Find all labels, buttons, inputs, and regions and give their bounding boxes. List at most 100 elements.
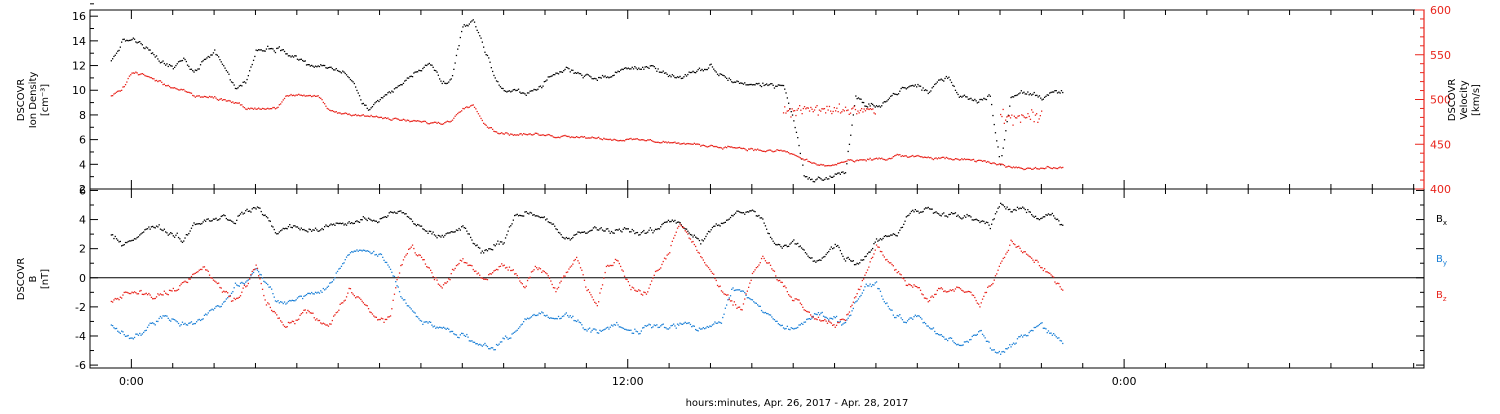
b-field-axis-label: DSCOVRB[nT] <box>16 258 51 301</box>
data-point <box>311 95 313 98</box>
data-point <box>1027 167 1029 169</box>
data-point <box>954 288 957 290</box>
data-point <box>791 240 794 243</box>
data-point <box>161 294 163 296</box>
data-point <box>426 266 428 268</box>
data-point <box>395 117 397 119</box>
data-point <box>763 312 765 314</box>
data-point <box>433 325 436 327</box>
data-point <box>511 133 513 135</box>
data-point <box>808 256 810 259</box>
data-point <box>409 247 411 250</box>
data-point <box>674 325 676 327</box>
data-point <box>764 260 767 262</box>
data-point <box>866 106 869 108</box>
data-point <box>834 243 836 246</box>
data-point <box>608 138 610 141</box>
data-point <box>863 289 865 291</box>
data-point <box>647 324 649 327</box>
y-tick-label: -2 <box>75 301 86 314</box>
data-point <box>128 292 131 295</box>
data-point <box>264 299 266 301</box>
data-point <box>307 309 309 312</box>
data-point <box>625 139 627 141</box>
data-point <box>883 101 885 103</box>
data-point <box>155 320 158 322</box>
data-point <box>899 314 901 316</box>
data-point <box>362 302 364 304</box>
data-point <box>799 105 801 107</box>
data-point <box>267 107 269 109</box>
data-point <box>704 145 706 147</box>
data-point <box>1034 326 1037 329</box>
data-point <box>552 287 555 289</box>
data-point <box>586 289 588 292</box>
data-point <box>603 230 605 232</box>
data-point <box>343 112 345 115</box>
data-point <box>773 319 776 321</box>
data-point <box>525 211 527 213</box>
data-point <box>480 344 482 346</box>
data-point <box>780 281 782 283</box>
data-point <box>772 240 774 242</box>
data-point <box>233 84 235 86</box>
data-point <box>689 143 692 145</box>
data-point <box>529 133 531 135</box>
data-point <box>881 251 883 253</box>
data-point <box>904 321 906 323</box>
data-point <box>742 290 745 292</box>
data-point <box>886 235 888 238</box>
data-point <box>329 282 331 284</box>
data-point <box>148 324 150 326</box>
data-point <box>347 222 349 224</box>
data-point <box>343 71 345 73</box>
data-point <box>314 95 317 97</box>
data-point <box>791 108 793 110</box>
data-point <box>493 74 495 77</box>
data-point <box>124 84 127 86</box>
data-point <box>675 231 677 233</box>
data-point <box>579 232 582 234</box>
data-point <box>618 71 620 73</box>
data-point <box>718 286 720 288</box>
data-point <box>256 49 259 52</box>
data-point <box>715 279 717 282</box>
data-point <box>622 327 624 329</box>
data-point <box>577 71 579 74</box>
data-point <box>1024 168 1026 170</box>
data-point <box>520 282 522 284</box>
data-point <box>803 249 805 251</box>
data-point <box>719 285 721 287</box>
data-point <box>676 142 679 144</box>
data-point <box>1016 206 1019 208</box>
data-point <box>378 253 380 256</box>
data-point <box>643 68 645 70</box>
data-point <box>196 321 198 323</box>
data-point <box>878 239 880 241</box>
data-point <box>599 138 601 140</box>
data-point <box>122 294 124 296</box>
data-point <box>943 212 945 214</box>
data-point <box>183 281 185 283</box>
data-point <box>541 134 543 136</box>
data-point <box>890 95 892 97</box>
data-point <box>461 30 463 33</box>
data-point <box>834 326 836 328</box>
data-point <box>375 101 377 103</box>
data-point <box>176 289 178 291</box>
data-point <box>800 158 803 160</box>
data-point <box>349 78 352 81</box>
data-point <box>592 328 595 330</box>
data-point <box>1054 90 1056 92</box>
data-point <box>554 136 556 139</box>
data-point <box>405 302 407 304</box>
data-point <box>546 79 548 81</box>
data-point <box>543 216 545 218</box>
data-point <box>272 226 274 228</box>
data-point <box>636 331 639 333</box>
data-point <box>674 141 676 143</box>
data-point <box>439 78 441 80</box>
data-point <box>781 247 783 249</box>
data-point <box>839 249 841 252</box>
data-point <box>788 245 790 247</box>
